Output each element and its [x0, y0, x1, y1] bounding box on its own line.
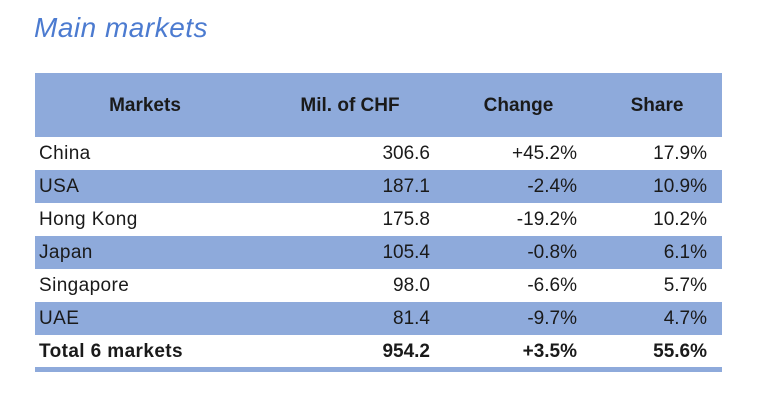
- change-cell: -6.6%: [527, 275, 577, 296]
- header-change: Change: [483, 94, 554, 116]
- share-cell: 10.2%: [653, 209, 707, 230]
- total-change-cell: +3.5%: [522, 340, 577, 362]
- market-cell: USA: [39, 176, 80, 197]
- header-share: Share: [630, 94, 684, 116]
- table-header-row: Markets Mil. of CHF Change Share: [35, 73, 722, 137]
- change-cell: -2.4%: [527, 176, 577, 197]
- chf-cell: 81.4: [393, 308, 430, 329]
- header-markets: Markets: [109, 94, 181, 116]
- change-cell: -9.7%: [527, 308, 577, 329]
- page-title: Main markets: [34, 12, 209, 43]
- share-cell: 10.9%: [653, 176, 707, 197]
- share-cell: 17.9%: [653, 143, 707, 164]
- change-cell: -0.8%: [527, 242, 577, 263]
- total-chf-cell: 954.2: [382, 340, 430, 362]
- change-cell: +45.2%: [512, 143, 577, 164]
- header-mil-of-chf: Mil. of CHF: [300, 94, 400, 116]
- market-cell: China: [39, 143, 91, 164]
- chf-cell: 175.8: [382, 209, 430, 230]
- chf-cell: 306.6: [382, 143, 430, 164]
- change-cell: -19.2%: [516, 209, 577, 230]
- share-cell: 5.7%: [663, 275, 707, 296]
- chf-cell: 105.4: [382, 242, 430, 263]
- share-cell: 6.1%: [663, 242, 707, 263]
- market-cell: Singapore: [39, 275, 130, 296]
- table-row-china: China 306.6 +45.2% 17.9%: [35, 137, 722, 170]
- main-markets-table: Markets Mil. of CHF Change Share China 3…: [35, 73, 722, 372]
- table-row-usa: USA 187.1 -2.4% 10.9%: [35, 170, 722, 203]
- table-total-row: Total 6 markets 954.2 +3.5% 55.6%: [35, 335, 722, 372]
- chf-cell: 98.0: [393, 275, 430, 296]
- table-row-hong-kong: Hong Kong 175.8 -19.2% 10.2%: [35, 203, 722, 236]
- total-share-cell: 55.6%: [653, 340, 707, 362]
- table-row-uae: UAE 81.4 -9.7% 4.7%: [35, 302, 722, 335]
- market-cell: Japan: [39, 242, 93, 263]
- market-cell: UAE: [39, 308, 80, 329]
- chf-cell: 187.1: [382, 176, 430, 197]
- total-label-cell: Total 6 markets: [39, 340, 183, 362]
- share-cell: 4.7%: [663, 308, 707, 329]
- table-row-singapore: Singapore 98.0 -6.6% 5.7%: [35, 269, 722, 302]
- table-row-japan: Japan 105.4 -0.8% 6.1%: [35, 236, 722, 269]
- market-cell: Hong Kong: [39, 209, 138, 230]
